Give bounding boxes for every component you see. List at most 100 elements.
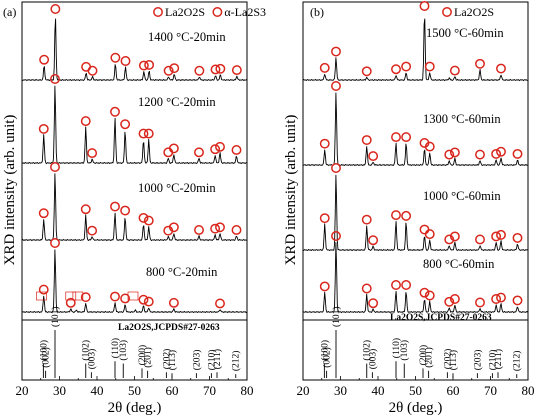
peak-marker xyxy=(449,231,460,242)
trace-label: 1400 °C-20min xyxy=(148,30,226,44)
peak-marker xyxy=(475,297,485,308)
x-tick-label: 70 xyxy=(484,383,497,398)
hkl-label: (113) xyxy=(448,350,459,370)
peak-marker xyxy=(210,144,221,155)
hkl-label: (211) xyxy=(493,349,504,369)
peak-marker xyxy=(120,119,131,130)
peak-marker xyxy=(424,141,435,152)
peak-marker xyxy=(491,231,502,242)
peak-marker xyxy=(331,81,341,91)
x-tick-label: 70 xyxy=(203,383,216,398)
hkl-label: (100) xyxy=(38,340,49,361)
legend-entry: α-La2S3 xyxy=(224,5,266,19)
hkl-label: (212) xyxy=(231,351,242,372)
peak-marker xyxy=(368,151,379,162)
peak-marker xyxy=(449,65,460,76)
peak-marker xyxy=(449,147,460,158)
hkl-label: (201) xyxy=(143,347,154,368)
peak-marker xyxy=(231,145,242,155)
secondary-phase-marker xyxy=(65,291,77,301)
peak-marker xyxy=(475,234,485,245)
peak-marker xyxy=(512,232,523,243)
trace-label: 1200 °C-20min xyxy=(138,95,216,109)
peak-marker xyxy=(231,225,242,235)
peak-marker xyxy=(87,148,98,159)
secondary-phase-marker xyxy=(127,291,139,301)
hkl-label: (002) xyxy=(322,347,333,368)
peak-marker xyxy=(491,294,502,304)
peak-marker xyxy=(361,283,372,294)
x-tick-label: 60 xyxy=(166,383,179,398)
x-axis-title: 2θ (deg.) xyxy=(108,400,162,416)
peak-marker xyxy=(319,281,330,292)
peak-marker xyxy=(449,294,460,304)
peak-marker xyxy=(331,231,341,241)
peak-marker xyxy=(419,224,430,235)
peak-marker xyxy=(401,132,412,143)
trace-label: 1000 °C-20min xyxy=(138,181,216,195)
peak-marker xyxy=(391,132,401,143)
hkl-label: (103) xyxy=(118,340,129,361)
peak-marker xyxy=(419,1,430,11)
peak-marker xyxy=(215,63,226,74)
x-tick-label: 20 xyxy=(16,383,29,398)
peak-marker xyxy=(110,201,120,212)
peak-marker xyxy=(144,59,155,70)
hkl-label: (202) xyxy=(161,349,172,370)
panel-a: 20 30 40 50 60 70 80 2θ (deg.) XRD intensity (ar… xyxy=(2,1,266,416)
peak-marker xyxy=(215,222,225,233)
peak-marker xyxy=(50,4,61,14)
y-axis-title: XRD intensity (arb. unit) xyxy=(283,115,299,266)
peak-marker xyxy=(168,222,179,233)
hkl-label: (102) xyxy=(362,340,373,361)
hkl-label: (202) xyxy=(442,349,453,370)
hkl-label: (101) xyxy=(331,306,342,327)
legend-entry: La2O2S xyxy=(165,5,205,19)
hkl-label: (102) xyxy=(81,340,92,361)
peak-marker xyxy=(368,235,379,246)
peak-marker xyxy=(87,225,98,236)
trace-label: 800 °C-20min xyxy=(146,265,218,279)
peak-marker xyxy=(65,297,76,308)
legend-entry: La2O2S xyxy=(454,5,494,19)
peak-marker xyxy=(391,210,401,221)
hkl-label: (003) xyxy=(86,349,97,370)
legend-marker xyxy=(153,7,163,17)
peak-marker xyxy=(331,46,341,57)
peak-marker xyxy=(215,298,225,309)
peak-marker xyxy=(87,65,98,76)
peak-marker xyxy=(368,298,379,309)
peak-marker xyxy=(138,60,149,71)
peak-marker xyxy=(331,163,341,173)
hkl-label: (200) xyxy=(137,345,148,366)
reference-title: La2O2S,JCPDS#27-0263 xyxy=(118,323,220,333)
peak-marker xyxy=(475,58,485,69)
x-tick-label: 60 xyxy=(447,383,460,398)
peak-marker xyxy=(419,287,430,298)
peak-marker xyxy=(361,66,372,77)
hkl-label: (103) xyxy=(399,340,410,361)
peak-marker xyxy=(38,284,49,295)
peak-marker xyxy=(496,292,506,303)
peak-marker xyxy=(138,294,149,305)
peak-marker xyxy=(319,62,330,73)
hkl-label: (110) xyxy=(110,338,121,358)
peak-marker xyxy=(210,223,221,234)
x-axis-title: 2θ (deg.) xyxy=(389,400,443,416)
peak-marker xyxy=(143,128,154,139)
peak-marker xyxy=(50,74,60,84)
peak-marker xyxy=(143,215,154,226)
secondary-phase-marker xyxy=(36,291,47,301)
peak-marker xyxy=(169,63,180,74)
peak-marker xyxy=(120,56,131,66)
x-tick-label: 30 xyxy=(53,383,66,398)
peak-marker xyxy=(444,296,455,307)
hkl-label: (113) xyxy=(167,350,178,370)
peak-marker xyxy=(38,123,49,134)
xrd-trace xyxy=(302,18,528,82)
xrd-trace xyxy=(22,249,247,314)
peak-marker xyxy=(231,65,242,76)
hkl-label: (211) xyxy=(212,349,223,369)
peak-marker xyxy=(168,297,179,308)
peak-marker xyxy=(110,52,121,63)
